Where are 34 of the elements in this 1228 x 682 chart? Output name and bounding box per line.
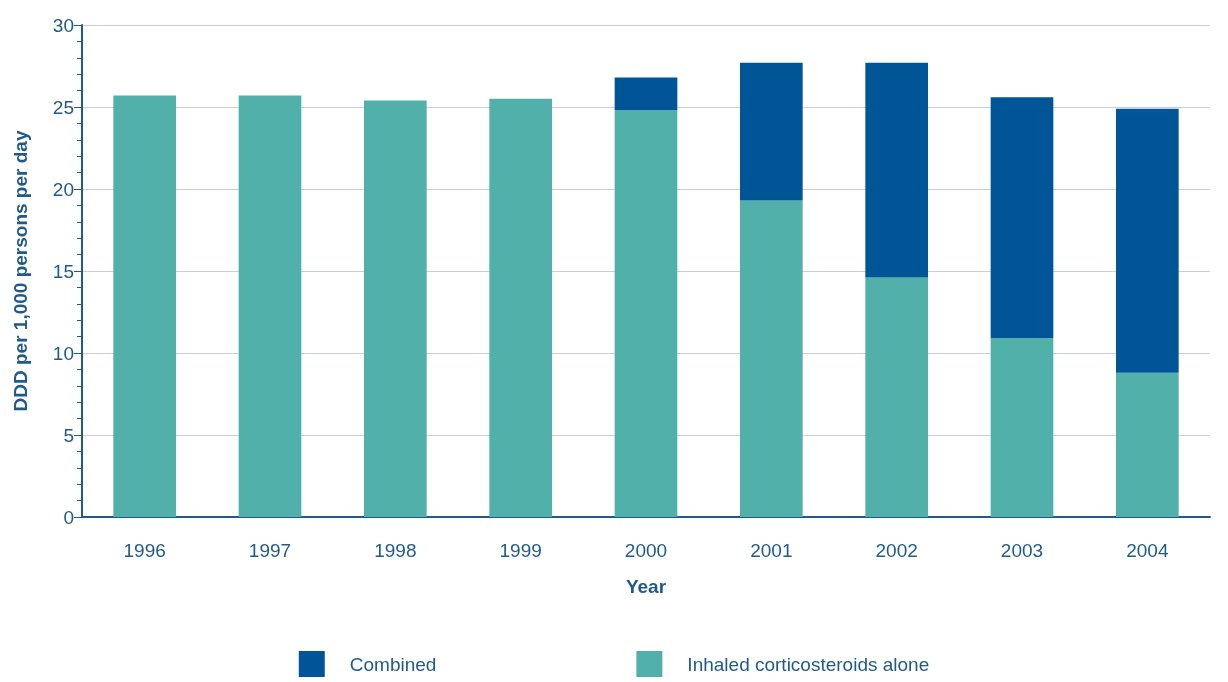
bar [990, 97, 1054, 339]
bar [865, 277, 928, 517]
x-tick-label: 1996 [123, 540, 166, 561]
y-tick-label: 5 [63, 424, 74, 446]
bar [113, 95, 176, 517]
y-tick-label: 25 [52, 96, 74, 118]
x-tick-label: 2001 [750, 540, 793, 561]
x-tick-label: 1997 [248, 540, 292, 561]
y-tick-label: 15 [52, 260, 74, 282]
bar [614, 110, 678, 517]
y-tick-label: 30 [52, 14, 74, 36]
x-tick-label: 1998 [374, 540, 417, 561]
y-tick-label: 20 [52, 178, 74, 200]
y-axis-title: DDD per 1,000 persons per day [10, 130, 31, 412]
bar [614, 77, 678, 111]
x-tick-label: 2002 [875, 540, 918, 561]
bar [1116, 372, 1179, 517]
y-tick-label: 10 [52, 342, 74, 364]
legend-label: Combined [349, 653, 437, 675]
x-tick-label: 2000 [624, 540, 668, 561]
bar [740, 200, 803, 517]
bar [238, 95, 302, 517]
bar [740, 62, 803, 201]
x-tick-label: 1999 [499, 540, 542, 561]
bar [1116, 108, 1179, 373]
legend-label: Inhaled corticosteroids alone [687, 653, 930, 675]
bar [990, 338, 1054, 517]
bar [364, 100, 427, 517]
bar [489, 98, 552, 517]
x-axis-title: Year [625, 576, 667, 597]
bar [865, 62, 928, 278]
x-tick-label: 2003 [1000, 540, 1044, 561]
x-tick-label: 2004 [1126, 540, 1169, 561]
y-tick-label: 0 [63, 506, 74, 528]
